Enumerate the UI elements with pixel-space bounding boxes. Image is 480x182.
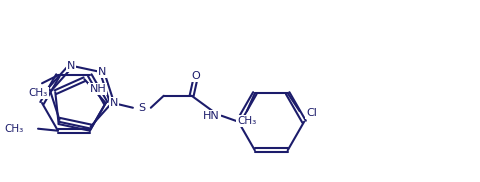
- Text: CH₃: CH₃: [5, 124, 24, 134]
- Text: O: O: [191, 71, 200, 81]
- Text: N: N: [67, 61, 75, 71]
- Text: N: N: [110, 98, 118, 108]
- Text: CH₃: CH₃: [237, 116, 256, 126]
- Text: Cl: Cl: [306, 108, 317, 118]
- Text: S: S: [138, 103, 145, 113]
- Text: NH: NH: [89, 84, 106, 94]
- Text: HN: HN: [203, 111, 220, 121]
- Text: N: N: [98, 67, 107, 77]
- Text: CH₃: CH₃: [28, 88, 48, 98]
